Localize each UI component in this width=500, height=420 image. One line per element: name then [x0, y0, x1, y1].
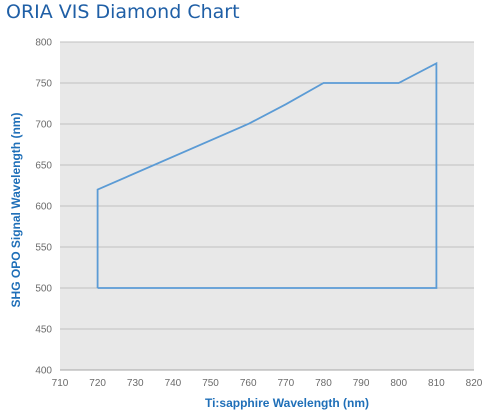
y-tick-label: 750: [35, 79, 52, 90]
x-tick-label: 780: [315, 378, 332, 389]
y-tick-label: 600: [35, 202, 52, 213]
x-axis-label: Ti:sapphire Wavelength (nm): [205, 396, 369, 410]
x-tick-label: 760: [240, 378, 257, 389]
y-tick-label: 700: [35, 120, 52, 131]
y-tick-label: 450: [35, 325, 52, 336]
diamond-outline-line: [96, 61, 438, 289]
x-tick-label: 710: [52, 378, 69, 389]
x-tick-label: 750: [202, 378, 219, 389]
y-tick-label: 650: [35, 161, 52, 172]
series: [96, 61, 438, 289]
x-tick-label: 740: [165, 378, 182, 389]
x-tick-labels: 710 720 730 740 750 760 770 780 790 800 810 820: [52, 378, 483, 389]
x-tick-label: 720: [89, 378, 106, 389]
y-tick-label: 500: [35, 284, 52, 295]
x-tick-label: 800: [390, 378, 407, 389]
x-tick-label: 770: [277, 378, 294, 389]
y-tick-label: 400: [35, 366, 52, 377]
x-tick-label: 820: [466, 378, 483, 389]
x-tick-label: 810: [428, 378, 445, 389]
x-tick-label: 730: [127, 378, 144, 389]
x-tick-label: 790: [353, 378, 370, 389]
y-axis-label: SHG OPO Signal Wavelength (nm): [9, 113, 23, 308]
y-tick-label: 550: [35, 243, 52, 254]
chart-title: ORIA VIS Diamond Chart: [6, 1, 240, 23]
y-tick-labels: 400 450 500 550 600 650 700 750 800: [35, 38, 52, 377]
y-tick-label: 800: [35, 38, 52, 49]
